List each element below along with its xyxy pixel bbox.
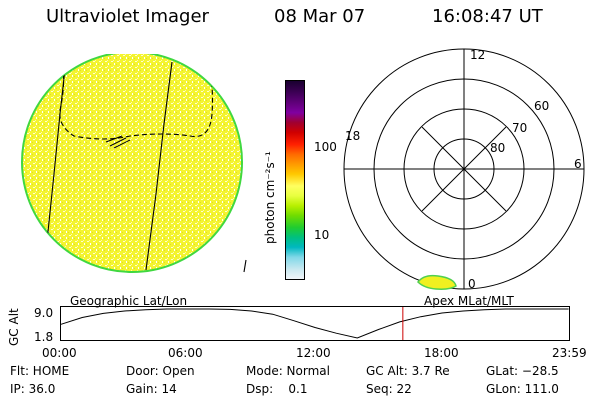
mlt-label-12: 12 bbox=[470, 48, 485, 62]
lat-label-80: 80 bbox=[490, 141, 505, 155]
status-mode: Mode: Normal bbox=[246, 364, 330, 378]
status-door: Door: Open bbox=[126, 364, 195, 378]
status-glat: GLat: −28.5 bbox=[486, 364, 559, 378]
time-label: 16:08:47 UT bbox=[432, 6, 543, 27]
auroral-emission-patch bbox=[417, 274, 457, 290]
orbit-yaxis-title: GC Alt bbox=[7, 308, 21, 346]
orbit-xtick-0000: 00:00 bbox=[42, 346, 77, 360]
status-gain: Gain: 14 bbox=[126, 382, 177, 396]
colorbar-unit-label: photon cm⁻²s⁻¹ bbox=[263, 151, 277, 244]
status-ip: IP: 36.0 bbox=[10, 382, 56, 396]
coastline bbox=[105, 135, 131, 149]
meridian-line bbox=[145, 61, 173, 271]
instrument-title: Ultraviolet Imager bbox=[46, 6, 209, 27]
status-flight: Flt: HOME bbox=[10, 364, 70, 378]
status-seq: Seq: 22 bbox=[366, 382, 412, 396]
orbit-xtick-1200: 12:00 bbox=[296, 346, 331, 360]
polar-dial: 12 18 6 0 60 70 80 bbox=[343, 48, 585, 291]
orbit-xtick-0600: 06:00 bbox=[168, 346, 203, 360]
meridian-line bbox=[43, 59, 67, 271]
coastline bbox=[59, 57, 214, 140]
orbit-plot-frame bbox=[60, 306, 570, 341]
orbit-yaxis-label: GC Alt bbox=[7, 308, 21, 346]
colorbar-tick-10: 10 bbox=[314, 228, 330, 242]
mlt-label-18: 18 bbox=[345, 129, 360, 143]
meridian-line bbox=[243, 259, 247, 273]
earth-disk bbox=[21, 54, 243, 273]
lat-label-70: 70 bbox=[512, 121, 527, 135]
orbit-ytick-high: 9.0 bbox=[34, 306, 54, 320]
orbit-altitude-plot bbox=[60, 306, 570, 341]
orbit-left-label: Geographic Lat/Lon bbox=[70, 294, 188, 308]
date-label: 08 Mar 07 bbox=[274, 6, 366, 27]
colorbar-axis-label: photon cm⁻²s⁻¹ bbox=[263, 151, 277, 244]
orbit-ytick-low: 1.8 bbox=[34, 330, 54, 344]
mlt-label-6: 6 bbox=[574, 157, 582, 171]
colorbar-tick-100: 100 bbox=[314, 140, 337, 154]
orbit-xtick-2359: 23:59 bbox=[552, 346, 587, 360]
mlt-label-0: 0 bbox=[468, 277, 476, 291]
status-dsp: Dsp: 0.1 bbox=[246, 382, 308, 396]
status-gc-alt: GC Alt: 3.7 Re bbox=[366, 364, 450, 378]
color-scale-bar bbox=[285, 80, 305, 280]
earth-image bbox=[21, 54, 247, 273]
orbit-right-label: Apex MLat/MLT bbox=[424, 294, 514, 308]
lat-label-60: 60 bbox=[534, 99, 549, 113]
orbit-xtick-1800: 18:00 bbox=[424, 346, 459, 360]
status-glon: GLon: 111.0 bbox=[486, 382, 559, 396]
orbit-altitude-trace bbox=[60, 308, 569, 339]
polar-diagonal bbox=[421, 126, 507, 212]
